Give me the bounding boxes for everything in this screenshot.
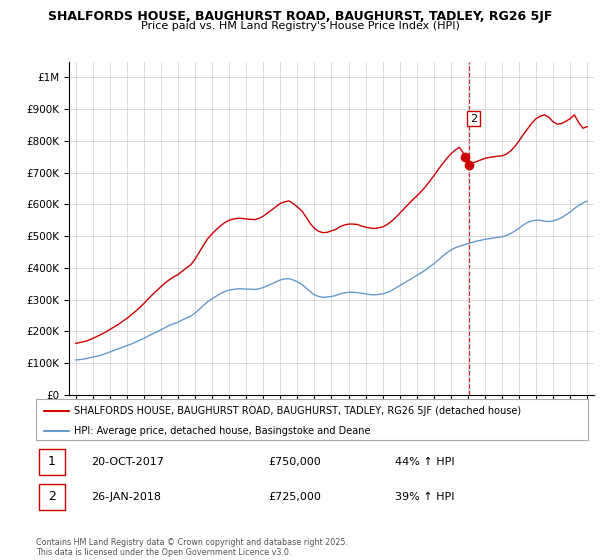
Text: 26-JAN-2018: 26-JAN-2018: [91, 492, 161, 502]
Text: 44% ↑ HPI: 44% ↑ HPI: [395, 457, 454, 466]
Text: Contains HM Land Registry data © Crown copyright and database right 2025.
This d: Contains HM Land Registry data © Crown c…: [36, 538, 348, 557]
Text: 20-OCT-2017: 20-OCT-2017: [91, 457, 164, 466]
Text: 1: 1: [48, 455, 56, 468]
Text: 39% ↑ HPI: 39% ↑ HPI: [395, 492, 454, 502]
Text: HPI: Average price, detached house, Basingstoke and Deane: HPI: Average price, detached house, Basi…: [74, 426, 370, 436]
Text: 2: 2: [470, 114, 477, 124]
Text: SHALFORDS HOUSE, BAUGHURST ROAD, BAUGHURST, TADLEY, RG26 5JF (detached house): SHALFORDS HOUSE, BAUGHURST ROAD, BAUGHUR…: [74, 405, 521, 416]
FancyBboxPatch shape: [39, 484, 65, 510]
Text: £750,000: £750,000: [268, 457, 320, 466]
Text: SHALFORDS HOUSE, BAUGHURST ROAD, BAUGHURST, TADLEY, RG26 5JF: SHALFORDS HOUSE, BAUGHURST ROAD, BAUGHUR…: [48, 10, 552, 23]
Text: 2: 2: [48, 491, 56, 503]
Text: Price paid vs. HM Land Registry's House Price Index (HPI): Price paid vs. HM Land Registry's House …: [140, 21, 460, 31]
FancyBboxPatch shape: [39, 449, 65, 475]
Text: £725,000: £725,000: [268, 492, 321, 502]
